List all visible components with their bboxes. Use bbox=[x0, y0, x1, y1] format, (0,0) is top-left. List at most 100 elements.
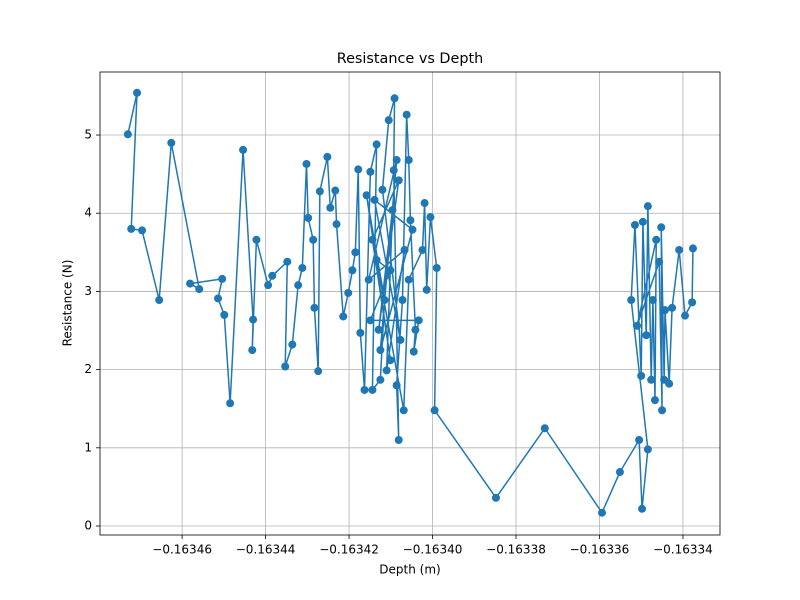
data-point bbox=[382, 366, 391, 375]
data-point bbox=[127, 224, 136, 233]
data-point bbox=[362, 191, 371, 200]
data-point bbox=[392, 381, 401, 390]
data-point bbox=[408, 225, 417, 234]
data-point bbox=[310, 303, 319, 312]
data-point bbox=[380, 296, 389, 305]
data-point bbox=[366, 167, 375, 176]
data-point bbox=[214, 294, 223, 303]
y-tick-label: 2 bbox=[84, 362, 92, 376]
data-point bbox=[642, 331, 651, 340]
y-tick-label: 0 bbox=[84, 519, 92, 533]
x-tick-label: −0.16338 bbox=[486, 543, 546, 557]
data-point bbox=[404, 156, 413, 165]
data-point bbox=[402, 110, 411, 119]
data-point bbox=[409, 347, 418, 356]
grid bbox=[100, 72, 720, 535]
axes-frame bbox=[99, 71, 721, 536]
data-point bbox=[366, 316, 375, 325]
data-point bbox=[399, 406, 408, 415]
data-point bbox=[364, 275, 373, 284]
data-point bbox=[414, 316, 423, 325]
data-point bbox=[264, 281, 273, 290]
data-point bbox=[432, 263, 441, 272]
data-point bbox=[392, 156, 401, 165]
data-point bbox=[688, 244, 697, 253]
data-point bbox=[372, 256, 381, 265]
data-point bbox=[637, 371, 646, 380]
data-point bbox=[660, 306, 669, 315]
data-point bbox=[348, 266, 357, 275]
data-point bbox=[326, 203, 335, 212]
data-point bbox=[389, 166, 398, 175]
y-axis-label: Resistance (N) bbox=[61, 260, 75, 347]
data-point bbox=[252, 235, 261, 244]
data-point bbox=[356, 328, 365, 337]
data-point bbox=[394, 435, 403, 444]
data-point bbox=[658, 406, 667, 415]
data-point bbox=[378, 185, 387, 194]
data-point bbox=[404, 275, 413, 284]
data-point bbox=[249, 315, 258, 324]
data-point bbox=[398, 296, 407, 305]
data-point bbox=[167, 138, 176, 147]
data-point bbox=[657, 223, 666, 232]
data-point bbox=[652, 235, 661, 244]
chart-title: Resistance vs Depth bbox=[337, 51, 484, 67]
data-point bbox=[406, 216, 415, 225]
data-point bbox=[390, 94, 399, 103]
data-point bbox=[248, 346, 257, 355]
data-point bbox=[283, 257, 292, 266]
data-point bbox=[400, 245, 409, 254]
data-point bbox=[309, 235, 318, 244]
data-point bbox=[665, 379, 674, 388]
data-point bbox=[426, 213, 435, 222]
data-point bbox=[420, 199, 429, 208]
x-tick-label: −0.16334 bbox=[653, 543, 713, 557]
data-point bbox=[368, 385, 377, 394]
x-tick-label: −0.16336 bbox=[570, 543, 630, 557]
data-point bbox=[372, 140, 381, 149]
data-point bbox=[630, 220, 639, 229]
data-point bbox=[360, 385, 369, 394]
data-point bbox=[386, 266, 395, 275]
data-point bbox=[268, 271, 277, 280]
data-point bbox=[643, 445, 652, 454]
data-point bbox=[647, 375, 656, 384]
data-point bbox=[374, 325, 383, 334]
data-point bbox=[633, 321, 642, 330]
data-point bbox=[314, 367, 323, 376]
data-point bbox=[388, 206, 397, 215]
data-point bbox=[627, 296, 636, 305]
y-tick-label: 3 bbox=[84, 284, 92, 298]
data-point bbox=[354, 165, 363, 174]
data-point bbox=[370, 195, 379, 204]
data-point bbox=[332, 220, 341, 229]
data-point bbox=[226, 399, 235, 408]
data-point bbox=[655, 257, 664, 266]
data-point bbox=[411, 325, 420, 334]
data-point bbox=[675, 245, 684, 254]
data-point bbox=[597, 508, 606, 517]
data-point bbox=[540, 424, 549, 433]
data-point bbox=[394, 176, 403, 185]
x-tick-label: −0.16344 bbox=[236, 543, 296, 557]
x-tick-label: −0.16342 bbox=[319, 543, 379, 557]
data-point bbox=[688, 298, 697, 307]
data-point bbox=[339, 312, 348, 321]
data-point bbox=[323, 152, 332, 161]
data-point bbox=[138, 226, 147, 235]
data-point bbox=[239, 145, 248, 154]
data-point bbox=[315, 187, 324, 196]
data-point bbox=[650, 396, 659, 405]
data-point bbox=[422, 285, 431, 294]
data-point bbox=[386, 356, 395, 365]
data-point bbox=[331, 186, 340, 195]
data-point bbox=[220, 310, 229, 319]
data-point bbox=[123, 130, 132, 139]
data-point bbox=[155, 296, 164, 305]
data-point bbox=[376, 375, 385, 384]
y-tick-label: 5 bbox=[84, 128, 92, 142]
y-tick-label: 1 bbox=[84, 440, 92, 454]
x-axis-label: Depth (m) bbox=[379, 563, 440, 577]
